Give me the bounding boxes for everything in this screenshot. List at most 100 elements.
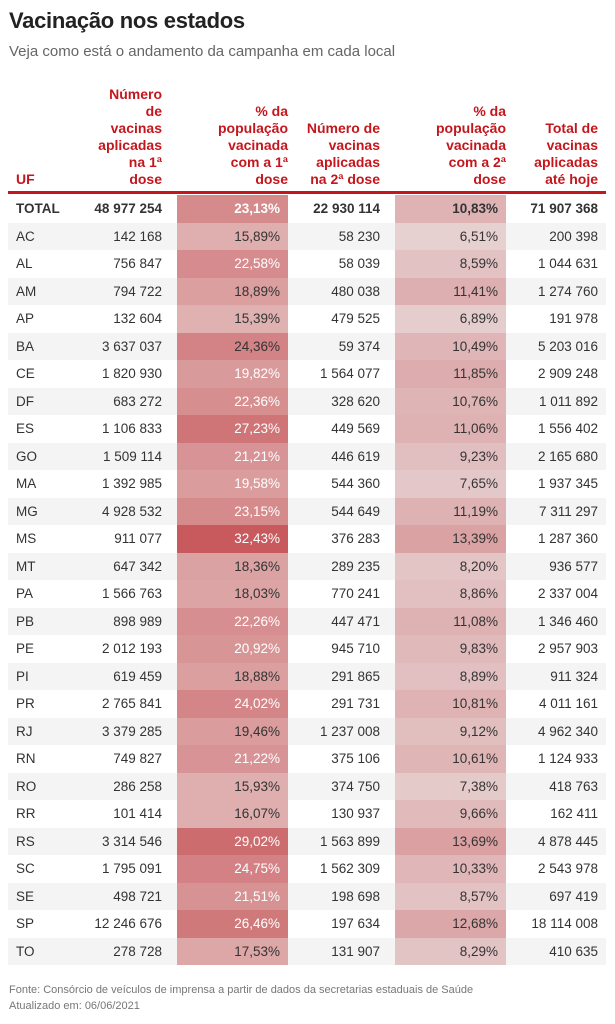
total-cell: 1 274 760 <box>537 283 598 299</box>
table-row: TO 278 728 17,53% 131 907 8,29% 410 635 <box>8 937 606 965</box>
uf-cell: ES <box>16 421 35 436</box>
total-cell: 936 577 <box>549 558 598 574</box>
pct-dose2-shade <box>395 525 506 553</box>
table-row: MG 4 928 532 23,15% 544 649 11,19% 7 311 297 <box>8 497 606 525</box>
source-note: Fonte: Consórcio de veículos de imprensa… <box>9 984 474 996</box>
dose2-pct-cell: 9,83% <box>459 641 498 656</box>
dose2-pct-cell: 9,23% <box>459 448 498 464</box>
pct-dose1-shade <box>177 360 288 388</box>
total-cell: 410 635 <box>549 943 598 959</box>
dose2-count-cell: 291 731 <box>331 696 380 711</box>
column-header-line: na 1ª dose <box>128 154 162 187</box>
pct-dose1-shade <box>177 387 288 415</box>
dose1-count-cell: 3 637 037 <box>101 338 162 354</box>
dose2-count-cell: 130 937 <box>331 806 380 821</box>
uf-cell: DF <box>16 393 34 409</box>
pct-dose1-shade <box>177 937 288 965</box>
header-divider <box>8 191 606 194</box>
total-cell: 2 957 903 <box>537 641 598 656</box>
dose2-pct-cell: 12,68% <box>452 916 498 931</box>
dose1-pct-cell: 15,93% <box>234 778 280 794</box>
dose1-count-cell: 498 721 <box>113 888 162 904</box>
dose1-pct-cell: 26,46% <box>234 916 280 931</box>
total-cell: 1 044 631 <box>537 256 598 271</box>
dose2-pct-cell: 10,83% <box>452 201 498 216</box>
dose1-count-cell: 1 795 091 <box>101 861 162 876</box>
dose2-count-cell: 58 039 <box>338 256 380 271</box>
column-header-line: % da <box>255 103 288 119</box>
table-row: RN 749 827 21,22% 375 106 10,61% 1 124 933 <box>8 745 606 773</box>
dose2-pct-cell: 13,69% <box>452 833 498 849</box>
dose2-pct-cell: 8,59% <box>459 256 498 271</box>
pct-dose1-shade <box>177 580 288 608</box>
dose1-pct-cell: 22,36% <box>234 393 280 409</box>
uf-cell: AP <box>16 311 35 326</box>
column-header-line: até hoje <box>545 171 598 187</box>
column-header-line: % da <box>473 103 506 119</box>
dose1-pct-cell: 29,02% <box>234 833 280 849</box>
pct-dose2-shade <box>395 387 506 415</box>
dose2-pct-cell: 11,19% <box>453 503 498 519</box>
pct-dose1-shade <box>177 800 288 828</box>
pct-dose2-shade <box>395 195 506 223</box>
dose2-count-cell: 544 360 <box>331 476 380 491</box>
dose1-count-cell: 1 509 114 <box>102 448 162 464</box>
pct-dose2-shade <box>395 937 506 965</box>
pct-dose2-shade <box>395 222 506 250</box>
pct-dose2-shade <box>395 855 506 883</box>
table-row: ES 1 106 833 27,23% 449 569 11,06% 1 556 402 <box>8 415 606 443</box>
dose1-count-cell: 12 246 676 <box>94 916 162 931</box>
pct-dose1-shade <box>177 222 288 250</box>
column-header: % da população vacinada com a 1ª dose <box>177 88 288 188</box>
table-row: PI 619 459 18,88% 291 865 8,89% 911 324 <box>8 662 606 690</box>
table-row: PA 1 566 763 18,03% 770 241 8,86% 2 337 004 <box>8 580 606 608</box>
dose1-pct-cell: 19,58% <box>234 476 280 491</box>
dose1-pct-cell: 23,13% <box>234 201 280 216</box>
total-cell: 4 878 445 <box>537 833 598 849</box>
dose2-count-cell: 1 237 008 <box>319 723 380 739</box>
column-header: Número de vacinas aplicadas na 2ª dose <box>298 88 380 188</box>
table-row: RJ 3 379 285 19,46% 1 237 008 9,12% 4 962 340 <box>8 717 606 745</box>
pct-dose1-shade <box>177 910 288 938</box>
dose1-pct-cell: 21,21% <box>234 448 280 464</box>
table-row: RS 3 314 546 29,02% 1 563 899 13,69% 4 878 44… <box>8 827 606 855</box>
dose2-count-cell: 291 865 <box>331 668 380 684</box>
pct-dose1-shade <box>177 470 288 498</box>
pct-dose2-shade <box>395 360 506 388</box>
page-subtitle: Veja como está o andamento da campanha e… <box>9 43 396 60</box>
table-row: AC 142 168 15,89% 58 230 6,51% 200 398 <box>8 222 606 250</box>
total-cell: 418 763 <box>549 778 598 794</box>
pct-dose2-shade <box>395 415 506 443</box>
dose1-pct-cell: 16,07% <box>234 806 280 821</box>
dose2-pct-cell: 11,08% <box>453 613 498 629</box>
dose2-count-cell: 1 562 309 <box>319 861 380 876</box>
dose2-count-cell: 289 235 <box>331 558 380 574</box>
pct-dose1-shade <box>177 195 288 223</box>
pct-dose2-shade <box>395 552 506 580</box>
column-header: % da população vacinada com a 2ª dose <box>395 88 506 188</box>
dose1-pct-cell: 19,46% <box>234 723 280 739</box>
dose1-count-cell: 749 827 <box>113 751 162 766</box>
dose1-pct-cell: 17,53% <box>234 943 280 959</box>
pct-dose1-shade <box>177 855 288 883</box>
table-row: AP 132 604 15,39% 479 525 6,89% 191 978 <box>8 305 606 333</box>
uf-cell: TOTAL <box>16 201 60 216</box>
pct-dose1-shade <box>177 552 288 580</box>
dose1-count-cell: 647 342 <box>113 558 162 574</box>
dose2-count-cell: 446 619 <box>331 448 380 464</box>
pct-dose1-shade <box>177 717 288 745</box>
uf-cell: PR <box>16 696 35 711</box>
table-row: MT 647 342 18,36% 289 235 8,20% 936 577 <box>8 552 606 580</box>
dose2-pct-cell: 11,06% <box>453 421 498 436</box>
pct-dose1-shade <box>177 332 288 360</box>
uf-cell: BA <box>16 338 35 354</box>
column-header-line: na 2ª dose <box>310 171 380 187</box>
dose1-pct-cell: 22,26% <box>234 613 280 629</box>
dose2-count-cell: 449 569 <box>331 421 380 436</box>
column-header-line: aplicadas <box>534 154 598 170</box>
total-cell: 191 978 <box>549 311 598 326</box>
column-header-line: Número <box>109 86 162 102</box>
dose1-pct-cell: 18,03% <box>234 586 280 601</box>
pct-dose1-shade <box>177 607 288 635</box>
total-cell: 2 543 978 <box>537 861 598 876</box>
